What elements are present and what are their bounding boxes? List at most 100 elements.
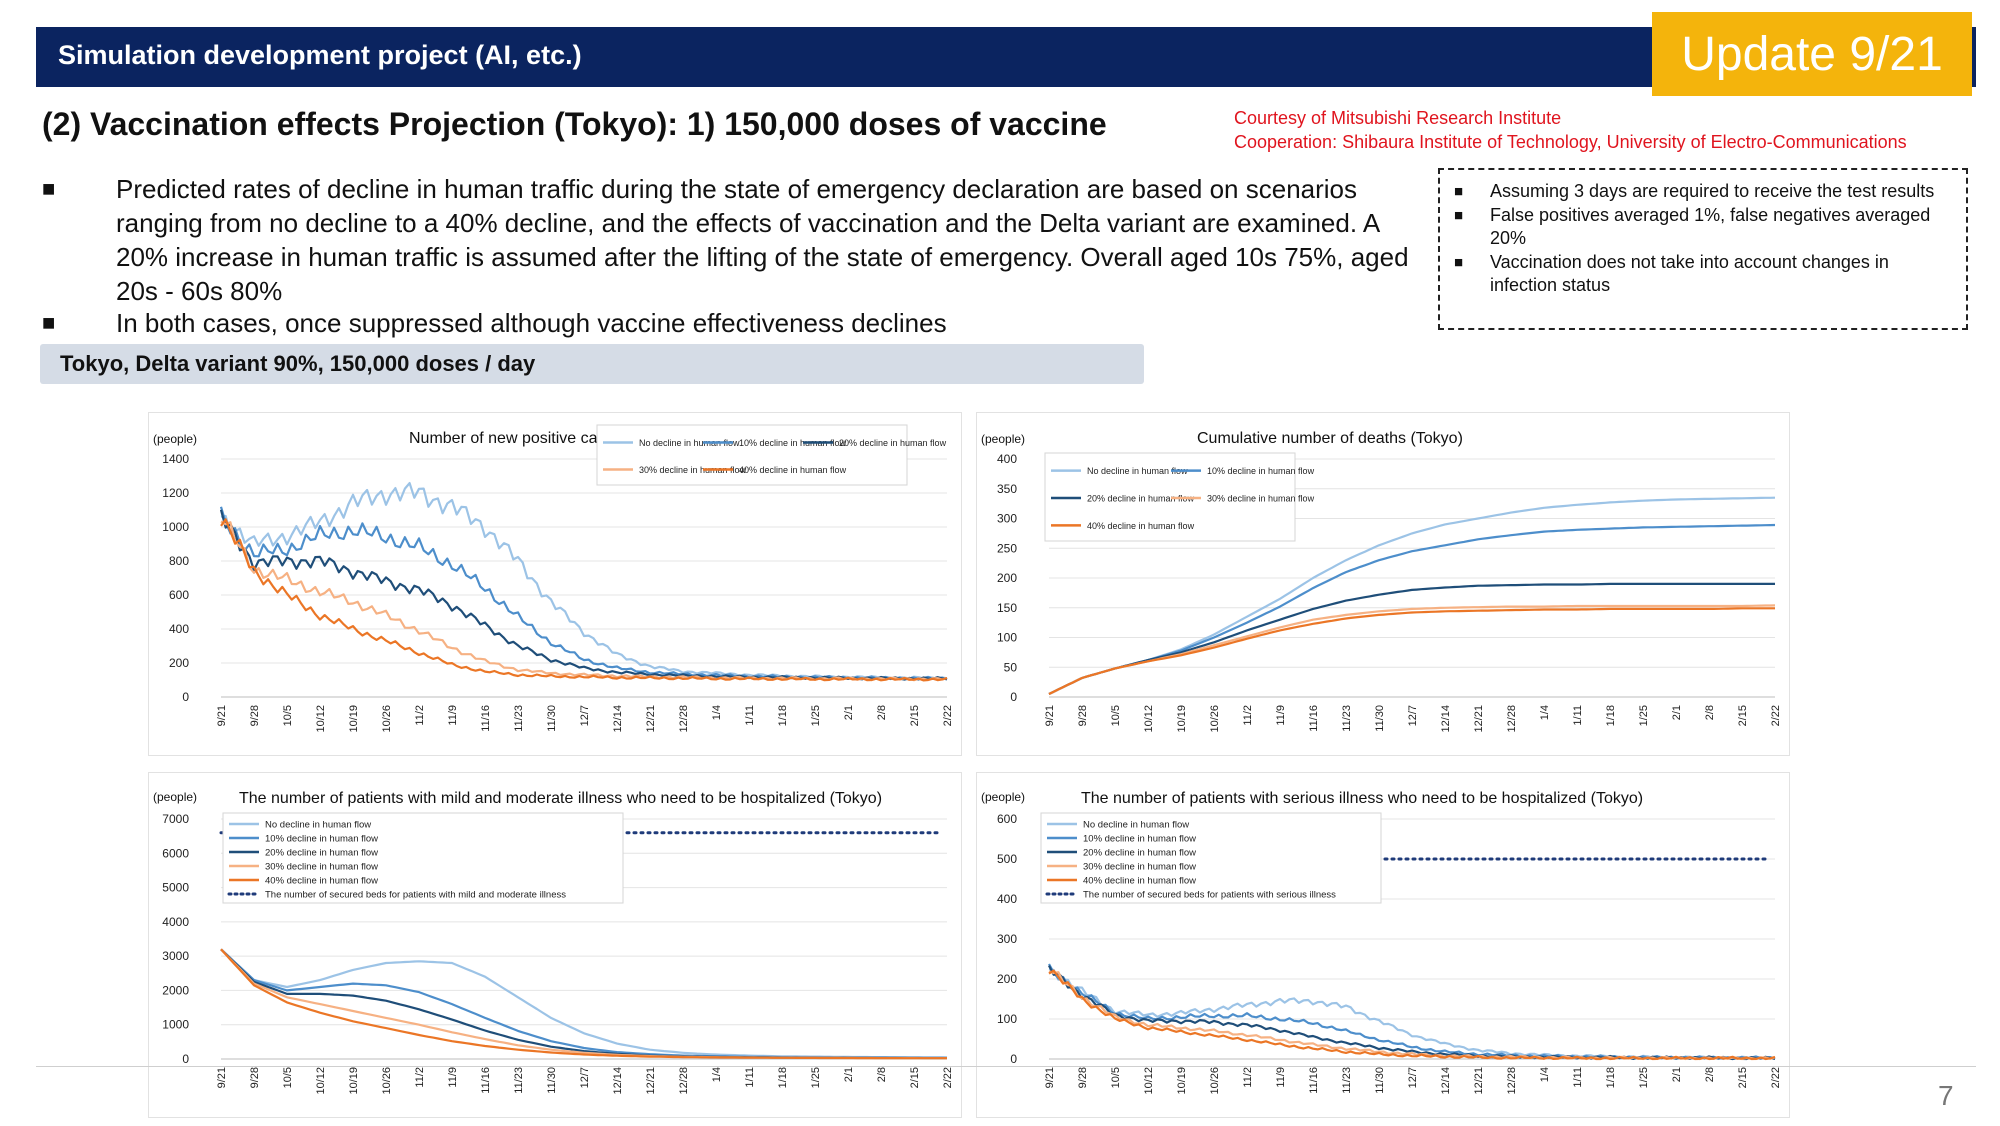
- y-tick-label: 400: [997, 452, 1017, 466]
- x-tick-label: 11/16: [1308, 1067, 1320, 1094]
- legend-label: The number of secured beds for patients …: [265, 890, 566, 901]
- x-tick-label: 11/9: [1275, 1067, 1287, 1088]
- legend-label: 10% decline in human flow: [265, 834, 378, 845]
- x-tick-label: 12/21: [645, 1067, 657, 1095]
- y-tick-label: 300: [997, 932, 1017, 946]
- bullet-square-icon: ■: [1454, 183, 1464, 200]
- x-tick-label: 11/23: [1341, 1067, 1353, 1094]
- x-tick-label: 11/30: [1374, 1067, 1386, 1094]
- deaths-chart-panel: Cumulative number of deaths (Tokyo) (peop…: [976, 412, 1790, 756]
- x-tick-label: 11/2: [414, 1067, 426, 1088]
- legend-label: No decline in human flow: [1087, 466, 1188, 476]
- x-tick-label: 1/4: [1539, 1067, 1551, 1082]
- x-tick-label: 1/18: [1605, 1067, 1617, 1088]
- serious-chart-panel: The number of patients with serious illn…: [976, 772, 1790, 1118]
- x-tick-label: 2/1: [843, 1067, 855, 1082]
- header-title: Simulation development project (AI, etc.…: [58, 40, 582, 70]
- legend: [1044, 452, 1296, 542]
- series-line-3: [219, 509, 948, 681]
- x-tick-label: 10/19: [348, 1067, 360, 1095]
- x-tick-label: 9/21: [216, 705, 228, 726]
- y-tick-label: 300: [997, 512, 1017, 526]
- x-tick-label: 11/2: [1242, 1067, 1254, 1088]
- x-tick-label: 11/2: [1242, 705, 1254, 726]
- x-tick-label: 9/21: [216, 1067, 228, 1088]
- x-tick-label: 9/28: [1077, 1067, 1089, 1088]
- assumption-item: ■ Vaccination does not take into account…: [1454, 251, 1952, 297]
- courtesy-line-2: Cooperation: Shibaura Institute of Techn…: [1234, 132, 1907, 152]
- x-tick-label: 1/25: [1638, 1067, 1650, 1088]
- x-tick-label: 11/23: [1341, 705, 1353, 732]
- x-tick-label: 2/1: [843, 705, 855, 720]
- deaths-chart: Cumulative number of deaths (Tokyo) (peop…: [981, 430, 1782, 733]
- mild-moderate-chart: The number of patients with mild and mod…: [153, 790, 954, 1095]
- assumptions-box: ■ Assuming 3 days are required to receiv…: [1438, 168, 1968, 330]
- chart-title: Cumulative number of deaths (Tokyo): [1197, 430, 1463, 447]
- legend-label: 30% decline in human flow: [639, 465, 747, 475]
- x-tick-label: 11/16: [1308, 705, 1320, 732]
- y-axis-label: (people): [981, 432, 1025, 446]
- bullet-square-icon: ■: [42, 176, 56, 201]
- series-line-5: [220, 948, 947, 1060]
- x-tick-label: 2/22: [1770, 705, 1782, 726]
- x-tick-label: 12/28: [678, 1067, 690, 1095]
- x-tick-label: 11/30: [546, 705, 558, 732]
- legend: [222, 812, 624, 904]
- x-tick-label: 11/23: [513, 1067, 525, 1094]
- x-tick-label: 10/12: [1143, 705, 1155, 733]
- x-tick-label: 12/7: [579, 1067, 591, 1088]
- new-cases-chart-panel: Number of new positive cases (Tokyo) (peo…: [148, 412, 962, 756]
- y-tick-label: 400: [169, 622, 189, 636]
- x-tick-label: 11/9: [1275, 705, 1287, 726]
- series-line-1: [220, 481, 948, 681]
- x-tick-label: 11/30: [546, 1067, 558, 1094]
- x-tick-label: 10/26: [1209, 705, 1221, 733]
- bullet-item: ■ Predicted rates of decline in human tr…: [42, 172, 1426, 308]
- x-tick-label: 2/22: [942, 705, 954, 726]
- y-tick-label: 1000: [162, 1018, 189, 1032]
- y-tick-label: 4000: [162, 915, 189, 929]
- x-tick-label: 12/7: [1407, 1067, 1419, 1088]
- x-tick-label: 1/25: [1638, 705, 1650, 726]
- y-tick-label: 2000: [162, 983, 189, 997]
- assumption-text: False positives averaged 1%, false negat…: [1490, 205, 1931, 248]
- x-tick-label: 2/8: [876, 1067, 888, 1082]
- legend-label: 30% decline in human flow: [1083, 862, 1196, 873]
- new-cases-chart: Number of new positive cases (Tokyo)(peo…: [153, 424, 954, 733]
- y-tick-label: 0: [182, 1052, 189, 1066]
- courtesy-note: Courtesy of Mitsubishi Research Institut…: [1234, 106, 1907, 154]
- series-line-3: [220, 948, 947, 1060]
- x-tick-label: 11/30: [1374, 705, 1386, 732]
- x-tick-label: 2/1: [1671, 1067, 1683, 1082]
- assumption-item: ■ False positives averaged 1%, false neg…: [1454, 204, 1952, 250]
- legend-label: 40% decline in human flow: [1087, 521, 1195, 531]
- y-tick-label: 400: [997, 892, 1017, 906]
- bullet-square-icon: ■: [1454, 207, 1464, 224]
- bullet-square-icon: ■: [42, 310, 56, 335]
- series-line-4: [1048, 604, 1776, 695]
- series-line-4: [220, 520, 948, 682]
- y-tick-label: 350: [997, 482, 1017, 496]
- x-tick-label: 10/26: [381, 705, 393, 733]
- x-tick-label: 12/7: [1407, 705, 1419, 726]
- x-tick-label: 10/12: [1143, 1067, 1155, 1095]
- chart-title: The number of patients with serious illn…: [1081, 790, 1643, 807]
- assumption-text: Assuming 3 days are required to receive …: [1490, 181, 1935, 201]
- x-tick-label: 1/11: [744, 705, 756, 726]
- x-tick-label: 2/15: [909, 1067, 921, 1088]
- bullet-item: ■ In both cases, once suppressed althoug…: [42, 306, 1426, 340]
- series-line-2: [220, 948, 947, 1059]
- y-tick-label: 0: [1010, 1052, 1017, 1066]
- bullet-square-icon: ■: [1454, 254, 1464, 271]
- y-tick-label: 800: [169, 554, 189, 568]
- legend-label: 30% decline in human flow: [265, 862, 378, 873]
- x-tick-label: 2/1: [1671, 705, 1683, 720]
- x-tick-label: 11/23: [513, 705, 525, 732]
- x-tick-label: 12/21: [645, 705, 657, 733]
- x-tick-label: 2/15: [1737, 1067, 1749, 1088]
- page-title: (2) Vaccination effects Projection (Toky…: [42, 106, 1107, 142]
- x-tick-label: 9/28: [1077, 705, 1089, 726]
- series-line-4: [1048, 970, 1776, 1061]
- y-tick-label: 600: [997, 812, 1017, 826]
- x-tick-label: 2/15: [909, 705, 921, 726]
